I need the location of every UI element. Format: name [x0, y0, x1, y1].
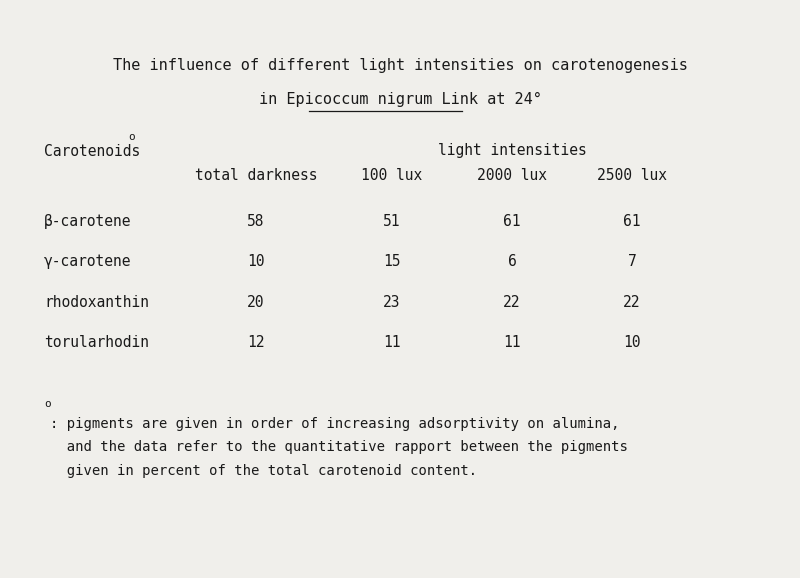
- Text: 11: 11: [503, 335, 521, 350]
- Text: 22: 22: [503, 295, 521, 310]
- Text: 12: 12: [247, 335, 265, 350]
- Text: 51: 51: [383, 214, 401, 229]
- Text: 10: 10: [247, 254, 265, 269]
- Text: 61: 61: [623, 214, 641, 229]
- Text: 20: 20: [247, 295, 265, 310]
- Text: 23: 23: [383, 295, 401, 310]
- Text: o: o: [128, 132, 135, 142]
- Text: 11: 11: [383, 335, 401, 350]
- Text: 100 lux: 100 lux: [362, 168, 422, 183]
- Text: light intensities: light intensities: [438, 143, 586, 158]
- Text: Carotenoids: Carotenoids: [44, 144, 140, 160]
- Text: 10: 10: [623, 335, 641, 350]
- Text: given in percent of the total carotenoid content.: given in percent of the total carotenoid…: [50, 464, 478, 477]
- Text: 6: 6: [508, 254, 516, 269]
- Text: 22: 22: [623, 295, 641, 310]
- Text: o: o: [44, 399, 50, 409]
- Text: torularhodin: torularhodin: [44, 335, 149, 350]
- Text: γ-carotene: γ-carotene: [44, 254, 131, 269]
- Text: : pigments are given in order of increasing adsorptivity on alumina,: : pigments are given in order of increas…: [50, 417, 620, 431]
- Text: The influence of different light intensities on carotenogenesis: The influence of different light intensi…: [113, 58, 687, 73]
- Text: 58: 58: [247, 214, 265, 229]
- Text: 15: 15: [383, 254, 401, 269]
- Text: 2500 lux: 2500 lux: [597, 168, 667, 183]
- Text: total darkness: total darkness: [194, 168, 318, 183]
- Text: rhodoxanthin: rhodoxanthin: [44, 295, 149, 310]
- Text: 61: 61: [503, 214, 521, 229]
- Text: 7: 7: [628, 254, 636, 269]
- Text: 2000 lux: 2000 lux: [477, 168, 547, 183]
- Text: and the data refer to the quantitative rapport between the pigments: and the data refer to the quantitative r…: [50, 440, 628, 454]
- Text: in Epicoccum nigrum Link at 24°: in Epicoccum nigrum Link at 24°: [258, 92, 542, 108]
- Text: β-carotene: β-carotene: [44, 214, 131, 229]
